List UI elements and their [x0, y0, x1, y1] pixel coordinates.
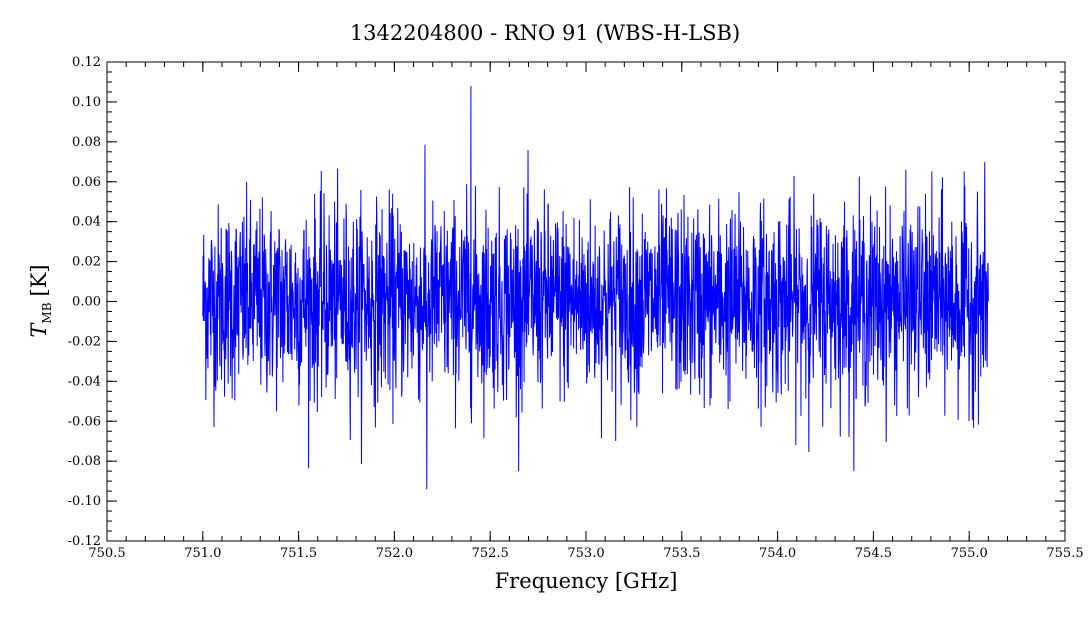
x-tick-label: 751.5 — [280, 546, 317, 561]
y-tick-label: -0.06 — [68, 414, 101, 429]
svg-text:TMB[K]: TMB [K] — [27, 264, 54, 337]
plot-area — [202, 85, 989, 490]
y-tick-label: -0.08 — [68, 454, 101, 469]
x-tick-label: 753.5 — [663, 546, 700, 561]
x-tick-labels: 750.5 751.0 751.5 752.0 752.5 753.0 753.5 754.0… — [88, 546, 1083, 561]
axis-ticks — [106, 61, 1066, 542]
y-tick-label: 0.06 — [72, 175, 101, 190]
x-tick-label: 755.0 — [951, 546, 988, 561]
y-tick-labels: -0.12 -0.10 -0.08 -0.06 -0.04 -0.02 0.00 0.02 0.… — [68, 55, 101, 549]
y-tick-label: -0.02 — [68, 334, 101, 349]
x-tick-label: 754.5 — [855, 546, 892, 561]
y-tick-label: 0.08 — [72, 135, 101, 150]
y-tick-label: -0.12 — [68, 534, 101, 549]
chart-title: 1342204800 - RNO 91 (WBS-H-LSB) — [350, 21, 740, 45]
y-tick-label: 0.10 — [72, 95, 101, 110]
y-tick-label: 0.00 — [72, 295, 101, 310]
y-tick-label: -0.10 — [68, 494, 101, 509]
x-tick-label: 751.0 — [184, 546, 221, 561]
x-tick-label: 754.0 — [759, 546, 796, 561]
y-axis-title-subscript: MB — [40, 302, 54, 323]
x-tick-label: 755.5 — [1046, 546, 1083, 561]
y-tick-label: -0.04 — [68, 374, 101, 389]
x-axis-title: Frequency [GHz] — [495, 569, 678, 593]
x-tick-label: 752.0 — [376, 546, 413, 561]
y-tick-label: 0.02 — [72, 255, 101, 270]
y-axis-title: TMB [K] — [27, 264, 54, 337]
y-axis-title-unit: [K] — [27, 264, 51, 296]
x-tick-label: 752.5 — [472, 546, 509, 561]
y-axis-title-main: T — [27, 322, 51, 338]
x-tick-label: 750.5 — [88, 546, 125, 561]
y-tick-label: 0.04 — [72, 215, 101, 230]
x-tick-label: 753.0 — [567, 546, 604, 561]
y-tick-label: 0.12 — [72, 55, 101, 70]
spectrum-series-line — [202, 85, 989, 490]
